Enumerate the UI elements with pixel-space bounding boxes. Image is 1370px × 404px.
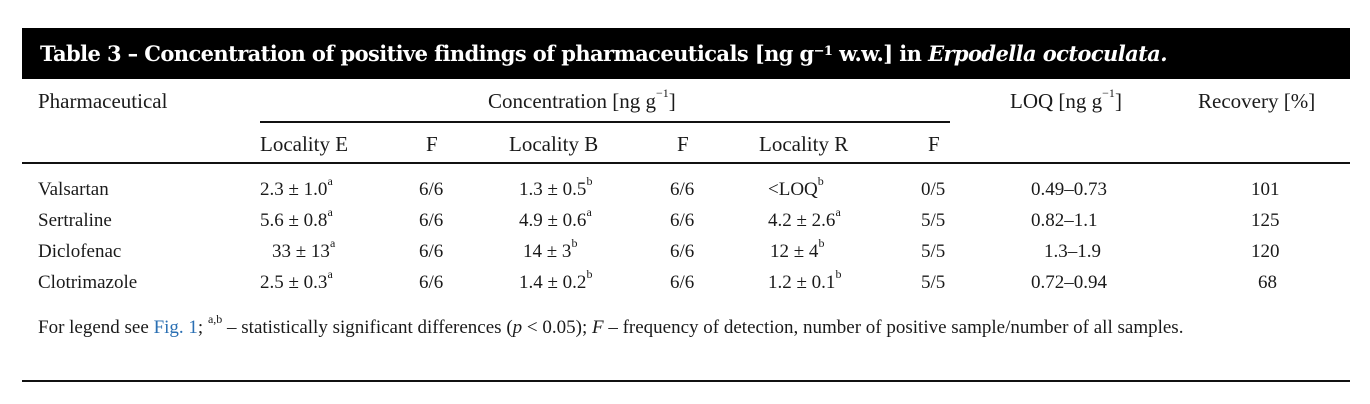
row-f-r: 5/5 [921,241,946,262]
row-f-b: 6/6 [670,210,695,231]
header-recovery: Recovery [%] [1198,89,1316,113]
row-f-e: 6/6 [419,272,444,293]
header-f-b: F [677,132,689,156]
row-locality-r: 4.2 ± 2.6a [768,204,841,231]
header-locality-b: Locality B [509,132,599,156]
row-loq: 0.72–0.94 [1031,272,1107,293]
row-f-b: 6/6 [670,241,695,262]
row-locality-e: 2.5 ± 0.3a [260,266,333,293]
concentration-underline [260,121,950,123]
row-f-r: 5/5 [921,210,946,231]
header-divider [22,162,1350,164]
header-f-e: F [426,132,438,156]
header-loq: LOQ [ng g−1] [1010,86,1122,113]
header-concentration: Concentration [ng g−1] [488,86,676,113]
row-locality-b: 1.3 ± 0.5b [519,173,593,200]
row-locality-e: 5.6 ± 0.8a [260,204,333,231]
header-locality-e: Locality E [260,132,349,156]
row-f-e: 6/6 [419,179,444,200]
row-recovery: 68 [1258,272,1277,293]
row-name: Diclofenac [38,241,122,262]
header-f-r: F [928,132,940,156]
row-name: Clotrimazole [38,272,138,293]
row-recovery: 101 [1251,179,1280,200]
fig-1-link[interactable]: Fig. 1 [153,317,198,338]
table-bottom-rule [22,380,1350,382]
row-f-b: 6/6 [670,272,695,293]
title-species: Erpodella octoculata. [928,41,1167,66]
row-loq: 1.3–1.9 [1044,241,1101,262]
row-locality-b: 4.9 ± 0.6a [519,204,592,231]
row-f-b: 6/6 [670,179,695,200]
table-3: Table 3 – Concentration of positive find… [22,28,1350,382]
row-locality-e: 33 ± 13a [272,235,336,262]
row-locality-r: <LOQb [768,173,824,200]
table-footnote: For legend see Fig. 1; a,b – statistical… [38,311,1184,338]
row-f-e: 6/6 [419,210,444,231]
row-name: Sertraline [38,210,112,231]
title-text: Table 3 – Concentration of positive find… [40,41,814,66]
row-locality-r: 12 ± 4b [770,235,825,262]
row-locality-r: 1.2 ± 0.1b [768,266,842,293]
header-locality-r: Locality R [759,132,849,156]
title-text-mid: w.w.] in [832,41,929,66]
row-name: Valsartan [38,179,109,200]
row-locality-b: 1.4 ± 0.2b [519,266,593,293]
header-pharmaceutical: Pharmaceutical [38,89,168,113]
row-f-r: 5/5 [921,272,946,293]
row-locality-e: 2.3 ± 1.0a [260,173,333,200]
table-title: Table 3 – Concentration of positive find… [22,28,1350,79]
row-recovery: 120 [1251,241,1280,262]
row-f-r: 0/5 [921,179,946,200]
row-loq: 0.49–0.73 [1031,179,1107,200]
row-recovery: 125 [1251,210,1280,231]
row-loq: 0.82–1.1 [1031,210,1098,231]
row-locality-b: 14 ± 3b [523,235,578,262]
row-f-e: 6/6 [419,241,444,262]
